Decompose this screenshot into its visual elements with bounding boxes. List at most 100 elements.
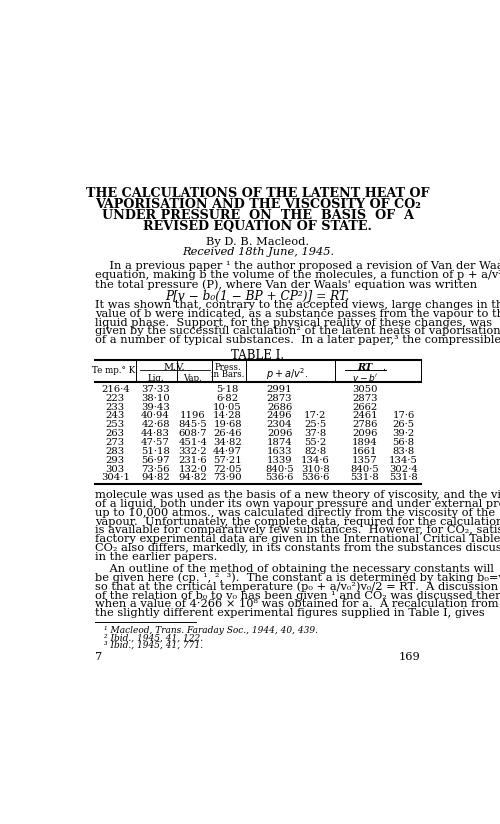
Text: 94·82: 94·82 <box>178 474 207 483</box>
Text: molecule was used as the basis of a new theory of viscosity, and the viscosity: molecule was used as the basis of a new … <box>95 490 500 500</box>
Text: given by the successful calculation² of the latent heats of vaporisation: given by the successful calculation² of … <box>95 326 500 336</box>
Text: 132·0: 132·0 <box>178 465 207 474</box>
Text: 10·05: 10·05 <box>213 403 242 412</box>
Text: 73·90: 73·90 <box>214 474 242 483</box>
Text: equation, making b the volume of the molecules, a function of p + a/v²,: equation, making b the volume of the mol… <box>95 270 500 280</box>
Text: 608·7: 608·7 <box>178 429 207 438</box>
Text: 840·5: 840·5 <box>350 465 379 474</box>
Text: 25·5: 25·5 <box>304 420 326 429</box>
Text: 1874: 1874 <box>266 438 292 447</box>
Text: 231·6: 231·6 <box>178 456 207 465</box>
Text: UNDER PRESSURE  ON  THE  BASIS  OF  A: UNDER PRESSURE ON THE BASIS OF A <box>102 209 414 222</box>
Text: 14·28: 14·28 <box>213 411 242 420</box>
Text: TABLE I.: TABLE I. <box>231 349 284 362</box>
Text: 19·68: 19·68 <box>214 420 242 429</box>
Text: Te mp.° K.: Te mp.° K. <box>92 367 138 376</box>
Text: 293: 293 <box>106 456 125 465</box>
Text: 57·21: 57·21 <box>213 456 242 465</box>
Text: REVISED EQUATION OF STATE.: REVISED EQUATION OF STATE. <box>144 220 372 232</box>
Text: 3050: 3050 <box>352 385 378 394</box>
Text: 1894: 1894 <box>352 438 378 447</box>
Text: It was shown that, contrary to the accepted views, large changes in the: It was shown that, contrary to the accep… <box>95 300 500 310</box>
Text: up to 10,000 atmos., was calculated directly from the viscosity of the: up to 10,000 atmos., was calculated dire… <box>95 508 495 517</box>
Text: 2096: 2096 <box>267 429 292 438</box>
Text: of a number of typical substances.  In a later paper,³ the compressible: of a number of typical substances. In a … <box>95 335 500 345</box>
Text: $p + a/v^2.$: $p + a/v^2.$ <box>266 367 308 382</box>
Text: An outline of the method of obtaining the necessary constants will: An outline of the method of obtaining th… <box>95 564 494 574</box>
Text: 26·46: 26·46 <box>214 429 242 438</box>
Text: 38·10: 38·10 <box>141 394 170 403</box>
Text: 56·97: 56·97 <box>142 456 170 465</box>
Text: 17·6: 17·6 <box>392 411 414 420</box>
Text: 531·8: 531·8 <box>350 474 379 483</box>
Text: is available for comparatively few substances.  However, for CO₂, satis-: is available for comparatively few subst… <box>95 526 500 536</box>
Text: 55·2: 55·2 <box>304 438 326 447</box>
Text: 39·2: 39·2 <box>392 429 414 438</box>
Text: ³ Ibid., 1945, 41, 771.: ³ Ibid., 1945, 41, 771. <box>104 641 204 650</box>
Text: 1633: 1633 <box>267 447 292 456</box>
Text: 263: 263 <box>106 429 124 438</box>
Text: 2662: 2662 <box>352 403 378 412</box>
Text: 304·1: 304·1 <box>101 474 130 483</box>
Text: 42·68: 42·68 <box>141 420 170 429</box>
Text: value of b were indicated, as a substance passes from the vapour to the: value of b were indicated, as a substanc… <box>95 309 500 319</box>
Text: Received 18th June, 1945.: Received 18th June, 1945. <box>182 247 334 257</box>
Text: ¹ Macleod, Trans. Faraday Soc., 1944, 40, 439.: ¹ Macleod, Trans. Faraday Soc., 1944, 40… <box>104 625 318 634</box>
Text: 17·2: 17·2 <box>304 411 326 420</box>
Text: 1339: 1339 <box>266 456 292 465</box>
Text: 233: 233 <box>106 403 125 412</box>
Text: 39·43: 39·43 <box>141 403 170 412</box>
Text: 2873: 2873 <box>267 394 292 403</box>
Text: 451·4: 451·4 <box>178 438 207 447</box>
Text: 1196: 1196 <box>180 411 206 420</box>
Text: the total pressure (P), where Van der Waals' equation was written: the total pressure (P), where Van der Wa… <box>95 279 477 289</box>
Text: in the earlier papers.: in the earlier papers. <box>95 552 218 562</box>
Text: In a previous paper ¹ the author proposed a revision of Van der Waals': In a previous paper ¹ the author propose… <box>95 261 500 271</box>
Text: 283: 283 <box>106 447 125 456</box>
Text: P[v − b₀(1 − BP + CP²)] = RT.: P[v − b₀(1 − BP + CP²)] = RT. <box>166 289 350 302</box>
Text: 56·8: 56·8 <box>392 438 414 447</box>
Text: 72·05: 72·05 <box>214 465 242 474</box>
Text: liquid phase.  Support, for the physical reality of these changes, was: liquid phase. Support, for the physical … <box>95 317 492 328</box>
Text: 536·6: 536·6 <box>301 474 330 483</box>
Text: 223: 223 <box>106 394 125 403</box>
Text: 2461: 2461 <box>352 411 378 420</box>
Text: 2304: 2304 <box>266 420 292 429</box>
Text: 536·6: 536·6 <box>266 474 293 483</box>
Text: 44·97: 44·97 <box>213 447 242 456</box>
Text: 2786: 2786 <box>352 420 378 429</box>
Text: 134·5: 134·5 <box>389 456 418 465</box>
Text: 73·56: 73·56 <box>142 465 170 474</box>
Text: 134·6: 134·6 <box>301 456 330 465</box>
Text: $v - b'$: $v - b'$ <box>352 372 378 383</box>
Text: 216·4: 216·4 <box>101 385 130 394</box>
Text: 40·94: 40·94 <box>141 411 170 420</box>
Text: factory experimental data are given in the International Critical Tables.: factory experimental data are given in t… <box>95 534 500 545</box>
Text: 47·57: 47·57 <box>141 438 170 447</box>
Text: 1661: 1661 <box>352 447 378 456</box>
Text: 5·18: 5·18 <box>216 385 239 394</box>
Text: 6·82: 6·82 <box>216 394 238 403</box>
Text: 34·82: 34·82 <box>213 438 242 447</box>
Text: 26·5: 26·5 <box>392 420 414 429</box>
Text: be given here (cp. ¹, ², ³).  The constant a is determined by taking b₀=v₀/2,: be given here (cp. ¹, ², ³). The constan… <box>95 573 500 583</box>
Text: CO₂ also differs, markedly, in its constants from the substances discussed: CO₂ also differs, markedly, in its const… <box>95 543 500 553</box>
Text: in Bars.: in Bars. <box>211 369 244 378</box>
Text: 531·8: 531·8 <box>389 474 418 483</box>
Text: 840·5: 840·5 <box>265 465 294 474</box>
Text: 310·8: 310·8 <box>301 465 330 474</box>
Text: 1357: 1357 <box>352 456 378 465</box>
Text: 83·8: 83·8 <box>392 447 414 456</box>
Text: 332·2: 332·2 <box>178 447 207 456</box>
Text: 82·8: 82·8 <box>304 447 326 456</box>
Text: RT: RT <box>357 363 372 372</box>
Text: 845·5: 845·5 <box>178 420 207 429</box>
Text: of the relation of b₀ to v₀ has been given ¹ and CO₂ was discussed there: of the relation of b₀ to v₀ has been giv… <box>95 591 500 601</box>
Text: By D. B. Macleod.: By D. B. Macleod. <box>206 236 310 246</box>
Text: 2873: 2873 <box>352 394 378 403</box>
Text: 253: 253 <box>106 420 125 429</box>
Text: 51·18: 51·18 <box>141 447 170 456</box>
Text: ² Ibid., 1945, 41, 122.: ² Ibid., 1945, 41, 122. <box>104 634 204 642</box>
Text: 2686: 2686 <box>267 403 292 412</box>
Text: VAPORISATION AND THE VISCOSITY OF CO₂: VAPORISATION AND THE VISCOSITY OF CO₂ <box>95 199 420 211</box>
